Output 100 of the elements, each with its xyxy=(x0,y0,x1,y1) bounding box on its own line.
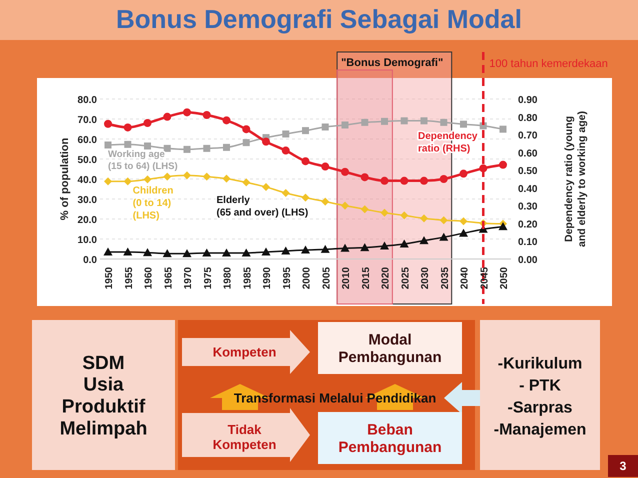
x-tick-label: 1995 xyxy=(282,266,293,290)
point xyxy=(124,123,132,132)
y2-tick-label: 0.70 xyxy=(518,130,538,142)
point xyxy=(302,157,310,166)
point xyxy=(321,162,330,171)
point xyxy=(162,249,172,258)
text: Transformasi Melalui Pendidikan xyxy=(234,390,436,406)
x-tick-label: 1955 xyxy=(124,266,135,290)
y-tick-label: 10.0 xyxy=(78,235,98,246)
point xyxy=(282,146,290,155)
series-label: Children (0 to 14) (LHS) xyxy=(132,185,174,222)
x-tick-label: 2010 xyxy=(341,266,352,290)
text: Elderly (65 and over) (LHS) xyxy=(216,195,308,218)
point xyxy=(104,120,112,128)
text: -Sarpras xyxy=(508,400,573,417)
point xyxy=(400,117,408,124)
x-tick-label: 2015 xyxy=(360,266,372,290)
text: SDM Usia Produktif Melimpah xyxy=(60,352,148,440)
point xyxy=(202,172,211,181)
y2-tick-label: 0.60 xyxy=(518,148,538,160)
x-tick-label: 1980 xyxy=(222,266,234,290)
point xyxy=(104,142,112,148)
point xyxy=(282,130,290,138)
point xyxy=(341,168,349,176)
point xyxy=(499,160,507,169)
point xyxy=(262,138,270,146)
point xyxy=(202,111,211,119)
point xyxy=(222,174,230,183)
point xyxy=(282,189,290,197)
point xyxy=(380,176,388,185)
y-tick-label: 40.0 xyxy=(78,175,98,186)
point xyxy=(143,248,152,256)
point xyxy=(183,171,191,180)
point xyxy=(222,248,231,256)
point xyxy=(302,194,310,202)
point xyxy=(302,127,309,134)
x-tick-label: 2030 xyxy=(420,266,431,290)
x-tick-label: 1950 xyxy=(104,266,115,290)
point xyxy=(420,117,428,124)
y-tick-label: 0.0 xyxy=(83,255,98,266)
point xyxy=(400,240,409,248)
point xyxy=(342,122,348,128)
y2-tick-label: 0.30 xyxy=(518,202,538,213)
x-tick-label: 2020 xyxy=(380,266,392,290)
point xyxy=(440,216,448,224)
point xyxy=(420,236,428,244)
band-label: "Bonus Demografi" xyxy=(341,57,444,69)
y2-tick-label: 0.00 xyxy=(518,255,538,266)
text: - PTK xyxy=(519,378,562,395)
point xyxy=(281,246,290,254)
point xyxy=(182,249,192,258)
text: Kompeten xyxy=(212,344,276,360)
x-tick-label: 2000 xyxy=(302,266,312,290)
point xyxy=(498,222,508,230)
x-tick-label: 2045 xyxy=(479,266,490,290)
point xyxy=(184,146,190,153)
point xyxy=(202,248,212,256)
y2-tick-label: 0.40 xyxy=(518,184,538,195)
y-tick-label: 80.0 xyxy=(78,95,98,106)
x-tick-label: 1970 xyxy=(183,266,194,290)
point xyxy=(440,118,448,126)
point xyxy=(223,144,230,151)
y2-tick-label: 0.10 xyxy=(518,237,538,248)
x-tick-label: 2050 xyxy=(499,266,510,290)
series-label: Working age (15 to 64) (LHS) xyxy=(108,149,178,172)
point xyxy=(400,211,408,220)
point xyxy=(222,116,230,124)
point xyxy=(380,208,388,217)
y-tick-label: 20.0 xyxy=(78,215,98,226)
point xyxy=(381,118,388,125)
y2-tick-label: 0.50 xyxy=(518,166,538,178)
text: Tidak Kompeten xyxy=(212,422,276,452)
x-tick-label: 1990 xyxy=(262,266,273,290)
point xyxy=(320,244,330,253)
x-tick-label: 1975 xyxy=(202,266,214,290)
point xyxy=(440,175,448,183)
point xyxy=(144,142,151,150)
point xyxy=(242,139,250,146)
point xyxy=(321,198,330,206)
point xyxy=(439,232,448,241)
point xyxy=(242,125,250,134)
point xyxy=(262,248,270,256)
y2-tick-label: 0.80 xyxy=(518,112,538,124)
point xyxy=(242,248,251,256)
point xyxy=(360,173,369,182)
point xyxy=(380,242,389,250)
point xyxy=(500,126,506,133)
x-tick-label: 1960 xyxy=(144,266,154,290)
y-tick-label: 60.0 xyxy=(78,135,98,146)
y2-axis-title: Dependency ratio (young and elderly to working age) xyxy=(563,111,588,247)
point xyxy=(183,108,191,116)
point xyxy=(104,177,112,186)
x-tick-label: 1985 xyxy=(242,266,254,290)
point xyxy=(360,205,369,214)
point xyxy=(301,246,310,254)
text: -Manajemen xyxy=(494,422,586,439)
chart-title: Bonus Demografi Sebagai Modal xyxy=(116,4,522,34)
point xyxy=(322,124,329,130)
point xyxy=(420,176,428,185)
y2-tick-label: 0.20 xyxy=(518,219,538,230)
